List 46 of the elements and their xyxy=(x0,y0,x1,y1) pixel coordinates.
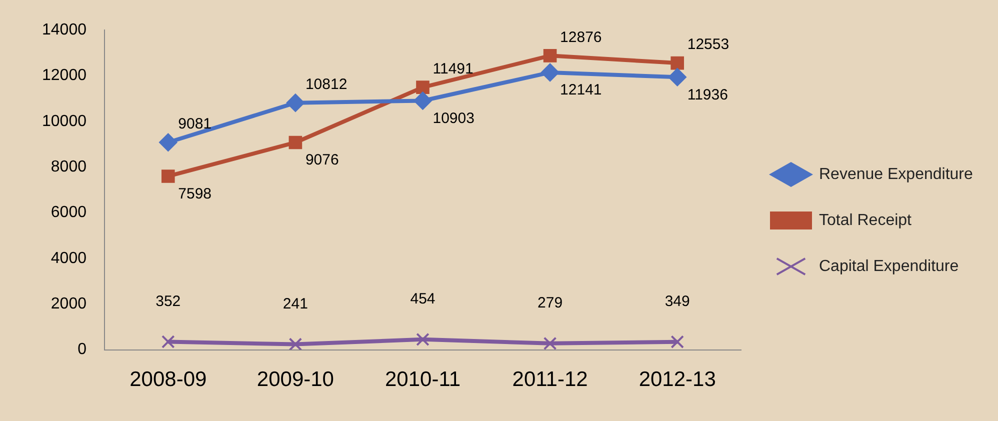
point xyxy=(668,68,686,86)
data-label: 12141 xyxy=(560,82,602,99)
point xyxy=(159,133,178,152)
y-tick-label: 14000 xyxy=(42,21,87,38)
data-label: 279 xyxy=(538,294,563,312)
legend-label: Total Receipt xyxy=(819,212,912,229)
legend-label: Revenue Expenditure xyxy=(819,166,973,183)
data-label: 352 xyxy=(156,292,181,310)
data-label: 241 xyxy=(282,295,308,312)
y-tick-label: 2000 xyxy=(50,296,87,313)
point xyxy=(161,335,175,348)
data-label: 10812 xyxy=(305,76,348,93)
point xyxy=(670,335,684,348)
point xyxy=(543,49,557,62)
data-label: 9076 xyxy=(305,152,339,169)
point xyxy=(414,92,432,110)
x-tick-label: 2008-09 xyxy=(130,368,207,392)
data-label: 349 xyxy=(664,292,690,310)
x-tick-label: 2010-11 xyxy=(384,368,461,392)
point xyxy=(161,170,175,183)
point xyxy=(288,136,302,150)
data-label: 10903 xyxy=(432,110,474,127)
y-tick-label: 4000 xyxy=(50,250,87,267)
point xyxy=(416,80,430,94)
data-label: 454 xyxy=(410,290,436,308)
y-tick-label: 6000 xyxy=(50,204,87,222)
legend-label: Capital Expenditure xyxy=(819,258,959,275)
point xyxy=(543,336,557,350)
data-label: 11491 xyxy=(432,60,474,78)
y-tick-label: 0 xyxy=(78,341,87,358)
y-tick-label: 8000 xyxy=(50,158,87,176)
data-label: 7598 xyxy=(178,185,212,202)
data-label: 11936 xyxy=(687,86,728,104)
point xyxy=(541,63,560,82)
data-label: 12876 xyxy=(560,28,602,46)
x-tick-label: 2011-12 xyxy=(512,368,588,392)
point xyxy=(288,338,302,350)
data-label: 9081 xyxy=(178,116,212,133)
point xyxy=(286,94,304,112)
point xyxy=(416,332,430,346)
data-label: 12553 xyxy=(687,36,730,54)
y-tick-label: 10000 xyxy=(42,112,87,130)
point xyxy=(670,56,684,70)
x-tick-label: 2009-10 xyxy=(256,368,334,392)
y-tick-label: 12000 xyxy=(42,67,87,84)
x-tick-label: 2012-13 xyxy=(638,368,716,392)
